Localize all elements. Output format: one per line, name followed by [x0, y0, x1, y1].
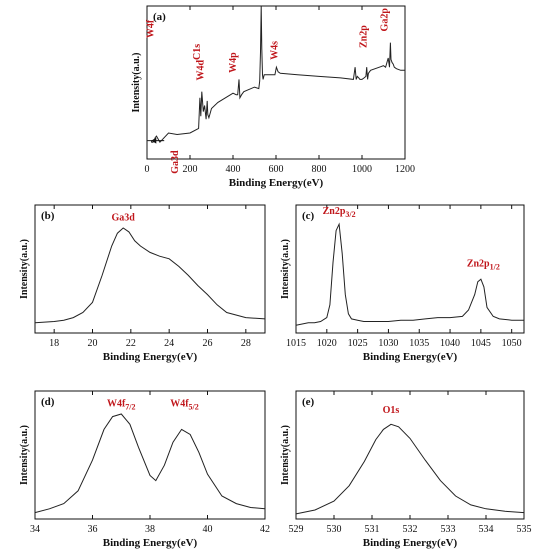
peak-label: W4f5/2	[170, 398, 199, 411]
plot-frame-d	[34, 390, 266, 520]
spectrum-line-e	[295, 423, 525, 515]
x-tick-label: 1020	[317, 338, 337, 349]
peak-label: Ga2p	[379, 8, 390, 32]
x-tick-label: 1200	[395, 164, 415, 175]
y-axis-title: Intensity(a.u.)	[19, 425, 30, 485]
ga3d-arrowhead	[151, 137, 157, 144]
y-axis-title: Intensity(a.u.)	[280, 239, 291, 299]
peak-label: W4p	[228, 52, 239, 73]
x-tick-label: 20	[88, 338, 98, 349]
x-tick-label: 36	[88, 524, 98, 535]
y-axis-title: Intensity(a.u.)	[19, 239, 30, 299]
spectrum-line-a	[147, 5, 405, 144]
x-tick-label: 18	[49, 338, 59, 349]
y-axis-title: Intensity(a.u.)	[131, 52, 142, 112]
peak-label: W4d	[195, 60, 206, 81]
x-tick-label: 1000	[352, 164, 372, 175]
x-tick-label: 28	[241, 338, 251, 349]
x-tick-label: 200	[183, 164, 198, 175]
x-tick-label: 0	[145, 164, 150, 175]
plot-frame-e	[295, 390, 525, 520]
peak-label: C1s	[192, 44, 203, 60]
x-tick-label: 42	[260, 524, 270, 535]
x-axis-title: Binding Energy(eV)	[363, 351, 458, 363]
panel-label: (e)	[302, 396, 315, 408]
x-axis-title: Binding Energy(eV)	[103, 537, 198, 549]
peak-label: Zn2p3/2	[323, 206, 356, 219]
x-tick-label: 800	[312, 164, 327, 175]
panel-label: (d)	[41, 396, 55, 408]
peak-label: Ga3d	[111, 212, 135, 223]
panel-label: (c)	[302, 210, 315, 222]
panel-label: (b)	[41, 210, 55, 222]
x-tick-label: 530	[327, 524, 342, 535]
x-tick-label: 1030	[378, 338, 398, 349]
peak-label: W4f7/2	[107, 398, 136, 411]
y-axis-title: Intensity(a.u.)	[280, 425, 291, 485]
x-tick-label: 534	[479, 524, 494, 535]
x-tick-label: 533	[441, 524, 456, 535]
x-tick-label: 1015	[286, 338, 306, 349]
peak-label: W4f	[145, 19, 156, 38]
x-tick-label: 1035	[409, 338, 429, 349]
x-tick-label: 532	[403, 524, 418, 535]
x-tick-label: 1025	[348, 338, 368, 349]
x-tick-label: 535	[517, 524, 532, 535]
spectrum-line-c	[295, 222, 524, 326]
peak-label: Zn2p1/2	[467, 258, 500, 271]
x-tick-label: 26	[203, 338, 213, 349]
x-tick-label: 600	[269, 164, 284, 175]
x-tick-label: 1040	[440, 338, 460, 349]
spectrum-line-d	[34, 413, 266, 514]
x-tick-label: 22	[126, 338, 136, 349]
spectrum-line-b	[34, 227, 266, 324]
x-tick-label: 38	[145, 524, 155, 535]
x-tick-label: 531	[365, 524, 380, 535]
x-axis-title: Binding Energy(eV)	[103, 351, 198, 363]
x-tick-label: 24	[164, 338, 174, 349]
peak-label: O1s	[383, 405, 400, 416]
plot-frame-c	[295, 204, 525, 334]
panel-label: (a)	[153, 11, 166, 23]
x-tick-label: 34	[30, 524, 40, 535]
x-tick-label: 529	[289, 524, 304, 535]
x-axis-title: Binding Energy(eV)	[363, 537, 458, 549]
peak-label: W4s	[270, 41, 281, 60]
x-tick-label: 1045	[471, 338, 491, 349]
peak-label: Ga3d	[170, 150, 181, 174]
plot-frame-b	[34, 204, 266, 334]
x-tick-label: 40	[203, 524, 213, 535]
x-axis-title: Binding Energy(eV)	[229, 177, 324, 189]
x-tick-label: 1050	[502, 338, 522, 349]
peak-label: Zn2p	[359, 25, 370, 48]
x-tick-label: 400	[226, 164, 241, 175]
